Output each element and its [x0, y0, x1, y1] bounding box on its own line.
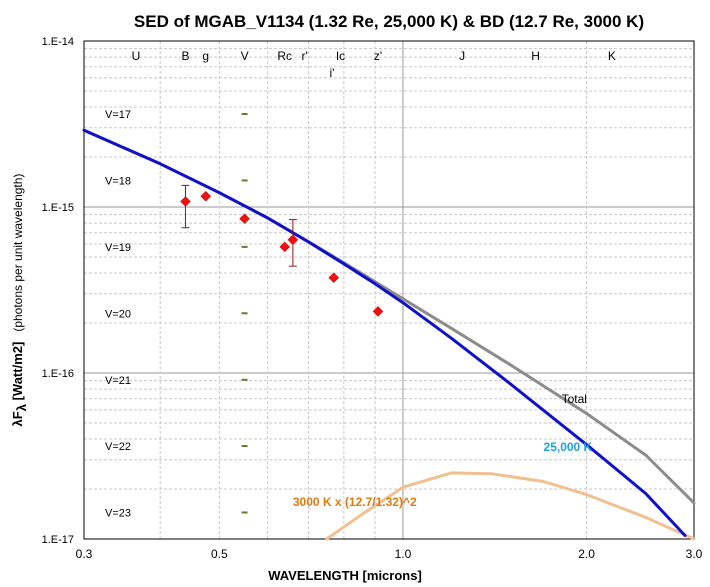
chart-title: SED of MGAB_V1134 (1.32 Re, 25,000 K) & …: [134, 12, 644, 31]
data-point-rp: [287, 234, 299, 246]
series-annotation: Total: [562, 392, 587, 406]
band-label-k: K: [608, 49, 616, 63]
band-label-v: V: [241, 49, 249, 63]
band-label-zp: z': [374, 49, 382, 63]
v-magnitude-label: V=22: [105, 441, 131, 453]
v-magnitude-label: V=17: [105, 109, 131, 121]
series-line-25-000-k: [82, 128, 687, 537]
data-point-b: [180, 196, 191, 207]
y-tick-label: 1.E-17: [42, 534, 74, 546]
v-magnitude-label: V=21: [105, 375, 131, 387]
series-curves: [82, 128, 696, 541]
x-tick-label: 2.0: [578, 547, 595, 561]
band-label-rc: Rc: [277, 49, 292, 63]
v-magnitude-labels: V=17 V=18 V=19 V=20 V=21 V=22 V=23: [105, 109, 248, 519]
grid-lines: [84, 41, 694, 540]
series-annotation: 25,000 K: [544, 440, 593, 454]
band-label-u: U: [132, 49, 141, 63]
y-tick-labels: 1.E-14 1.E-15 1.E-16 1.E-17: [42, 36, 74, 546]
x-axis-label: WAVELENGTH [microns]: [268, 568, 422, 583]
y-axis-label: λFλ [Watt/m2] (photons per unit wavelengt…: [10, 174, 29, 427]
x-tick-label: 3.0: [686, 547, 703, 561]
data-point-g: [200, 190, 212, 202]
band-label-rp: r': [302, 49, 308, 63]
y-axis-label-rest: [Watt/m2]: [10, 342, 25, 404]
x-tick-label: 1.0: [395, 547, 412, 561]
y-axis-label-main: λF: [10, 411, 25, 426]
y-tick-label: 1.E-15: [42, 202, 74, 214]
y-tick-label: 1.E-14: [42, 36, 74, 48]
band-label-ic: Ic: [336, 49, 345, 63]
band-label-h: H: [531, 49, 540, 63]
x-tick-label: 0.5: [211, 547, 228, 561]
v-magnitude-label: V=19: [105, 242, 131, 254]
series-annotation: 3000 K x (12.7/1.32)^2: [293, 495, 417, 509]
y-axis-label-units: (photons per unit wavelength): [11, 174, 25, 332]
x-tick-label: 0.3: [76, 547, 93, 561]
series-annotations: Total 25,000 K 3000 K x (12.7/1.32)^2: [293, 392, 593, 509]
band-label-j: J: [459, 49, 465, 63]
series-line-3000-k-x-12-7-1-32-2: [325, 471, 696, 541]
observations: [180, 184, 384, 317]
data-point-rc: [279, 241, 291, 253]
v-magnitude-label: V=18: [105, 175, 131, 187]
x-tick-labels: 0.3 0.5 1.0 2.0 3.0: [76, 547, 703, 561]
band-label-ip: i': [330, 66, 335, 80]
v-magnitude-label: V=23: [105, 507, 131, 519]
data-point-ip: [328, 272, 340, 284]
data-point-v: [239, 213, 250, 225]
band-label-g: g: [202, 49, 209, 63]
y-axis-label-sub: λ: [14, 403, 29, 411]
band-label-b: B: [181, 49, 189, 63]
data-point-zp: [372, 306, 384, 317]
plot-area-frame: [83, 40, 695, 540]
v-magnitude-label: V=20: [105, 308, 131, 320]
y-tick-label: 1.E-16: [42, 368, 74, 380]
